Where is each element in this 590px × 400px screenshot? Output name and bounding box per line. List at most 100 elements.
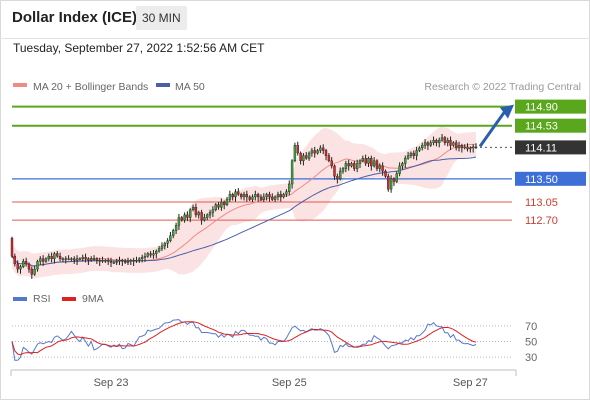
candle-body xyxy=(123,261,127,263)
candle-body xyxy=(350,163,353,167)
candle-body xyxy=(239,194,243,198)
candle-body xyxy=(44,258,48,262)
candle-body xyxy=(208,212,212,216)
rsi-legend-label: RSI xyxy=(33,293,51,305)
candle-body xyxy=(423,142,427,146)
candle-body xyxy=(285,191,288,195)
level-tag-114-53: 114.53 xyxy=(525,121,558,133)
candle-body xyxy=(449,139,452,146)
candle-body xyxy=(271,196,274,200)
timeframe-badge[interactable]: 30 MIN xyxy=(136,6,187,30)
candle-body xyxy=(197,212,200,216)
candle-body xyxy=(398,165,401,174)
candle-body xyxy=(435,139,438,143)
candle-body xyxy=(395,173,398,182)
candle-body xyxy=(333,165,336,177)
candle-body xyxy=(225,199,229,205)
chart-header: Dollar Index (ICE) 30 MIN xyxy=(0,0,590,39)
candle-body xyxy=(310,150,314,154)
candle-body xyxy=(347,163,350,167)
candle-body xyxy=(421,145,424,149)
candle-body xyxy=(322,147,325,151)
candle-body xyxy=(183,214,186,221)
candle-body xyxy=(330,160,333,167)
candle-body xyxy=(356,163,359,169)
candle-body xyxy=(30,268,33,275)
candle-body xyxy=(200,212,203,221)
candle-body xyxy=(288,183,291,192)
candle-body xyxy=(446,139,449,143)
candle-body xyxy=(415,150,418,156)
candle-body xyxy=(205,214,209,218)
candle-body xyxy=(163,243,167,247)
candle-body xyxy=(87,258,90,261)
candle-body xyxy=(440,137,444,141)
candle-body xyxy=(61,258,65,260)
candle-body xyxy=(36,261,39,270)
forecast-arrow xyxy=(478,111,506,148)
candle-body xyxy=(101,260,104,262)
candle-body xyxy=(106,260,110,262)
candle-body xyxy=(129,260,133,262)
level-tag-box xyxy=(515,140,586,155)
candle-body xyxy=(469,147,472,150)
candle-body xyxy=(92,258,96,260)
candle-body xyxy=(75,258,79,261)
rsi-ma-legend-swatch xyxy=(62,297,76,301)
candle-body xyxy=(228,194,232,200)
ma50-legend-label: MA 50 xyxy=(175,81,205,93)
candle-body xyxy=(121,260,124,262)
candle-body xyxy=(231,194,234,198)
candle-body xyxy=(237,191,240,195)
candle-body xyxy=(146,253,150,257)
candle-body xyxy=(186,214,189,218)
candle-body xyxy=(177,217,181,226)
candle-body xyxy=(70,258,73,260)
rsi-ma-legend-label: 9MA xyxy=(82,293,104,305)
candle-body xyxy=(472,146,475,149)
ma50-legend-swatch xyxy=(156,83,170,87)
level-tag-114-11: 114.11 xyxy=(525,142,557,154)
candle-body xyxy=(256,194,260,198)
candle-body xyxy=(319,147,322,151)
candle-body xyxy=(155,250,158,254)
candle-body xyxy=(160,245,164,249)
ma20-legend-label: MA 20 + Bollinger Bands xyxy=(33,81,148,93)
candle-body xyxy=(327,155,331,162)
candle-body xyxy=(293,145,297,162)
candle-body xyxy=(316,150,319,154)
candle-body xyxy=(19,266,22,270)
candle-body xyxy=(375,160,379,169)
candle-body xyxy=(245,194,249,198)
candle-body xyxy=(358,160,362,164)
candle-body xyxy=(16,263,19,270)
forecast-arrow-head xyxy=(500,104,514,119)
candle-body xyxy=(313,150,316,154)
candle-body xyxy=(172,230,175,236)
candle-body xyxy=(466,146,469,150)
level-tag-114-90: 114.90 xyxy=(525,102,558,114)
candle-body xyxy=(463,146,466,149)
candle-body xyxy=(10,237,14,257)
candle-body xyxy=(438,139,441,143)
candle-body xyxy=(254,194,257,198)
candle-body xyxy=(404,157,407,164)
candle-body xyxy=(268,194,271,198)
candle-body xyxy=(166,240,169,244)
candle-body xyxy=(418,147,421,151)
candle-body xyxy=(307,152,311,159)
candle-body xyxy=(364,157,367,164)
candle-body xyxy=(47,256,50,260)
x-tick-Sep-25: Sep 25 xyxy=(272,377,307,389)
candle-body xyxy=(41,258,45,262)
candle-body xyxy=(157,248,161,252)
candle-body xyxy=(426,142,430,146)
candle-body xyxy=(217,204,220,208)
candle-body xyxy=(361,157,364,161)
candle-body xyxy=(72,258,76,261)
candle-body xyxy=(279,194,282,198)
level-tag-113-05: 113.05 xyxy=(525,197,558,209)
chart-datetime: Tuesday, September 27, 2022 1:52:56 AM C… xyxy=(13,41,265,55)
candle-body xyxy=(409,152,413,156)
